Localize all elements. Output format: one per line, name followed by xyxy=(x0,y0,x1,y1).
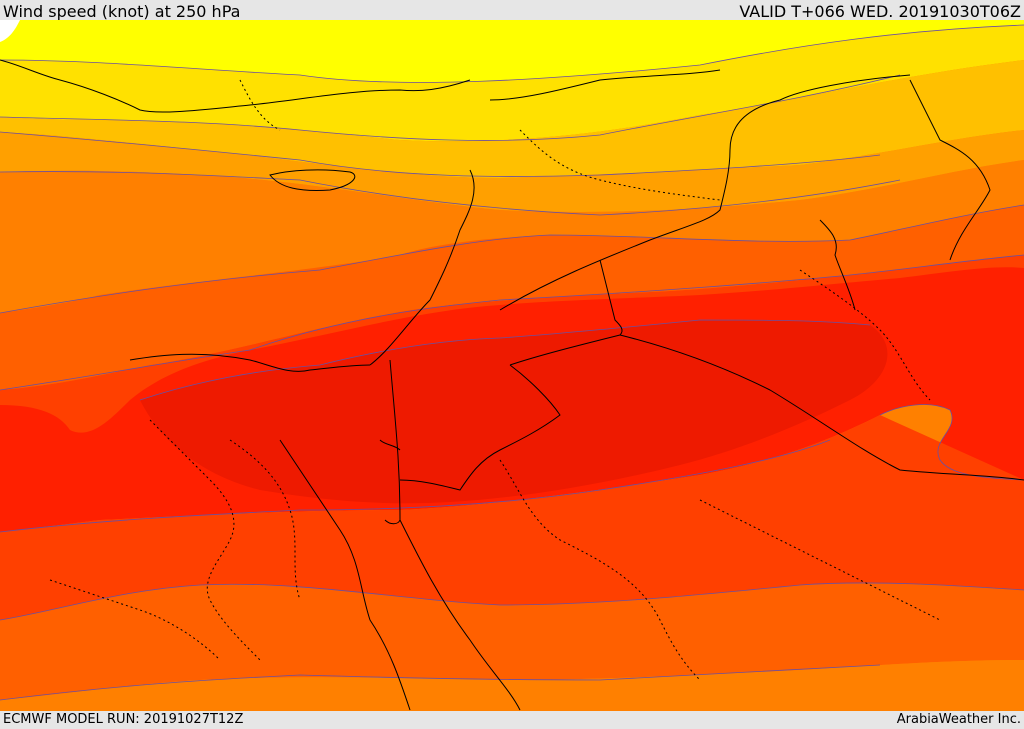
map-title: Wind speed (knot) at 250 hPa xyxy=(3,2,241,21)
wind-speed-map xyxy=(0,20,1024,711)
band-white xyxy=(0,20,20,42)
band-yellow-light xyxy=(0,25,1024,142)
country-borders xyxy=(379,69,1024,491)
header-bar: Wind speed (knot) at 250 hPa VALID T+066… xyxy=(0,0,1024,21)
band-orange-south xyxy=(0,660,1024,711)
isotach-contours xyxy=(0,24,1024,701)
band-yellow xyxy=(0,20,1024,83)
footer-bar: ECMWF MODEL RUN: 20191027T12Z ArabiaWeat… xyxy=(0,711,1024,729)
province-borders xyxy=(49,79,941,681)
band-red-dark xyxy=(140,320,888,504)
band-orange-light xyxy=(0,130,1024,212)
band-amber xyxy=(0,60,1024,178)
map-area[interactable] xyxy=(0,20,1024,711)
valid-time: VALID T+066 WED. 20191030T06Z xyxy=(739,2,1021,21)
model-run-label: ECMWF MODEL RUN: 20191027T12Z xyxy=(3,712,244,727)
band-orange xyxy=(0,160,1024,313)
band-orange-deep xyxy=(0,205,1024,390)
brand-label: ArabiaWeather Inc. xyxy=(896,712,1021,727)
coastlines xyxy=(0,59,991,711)
band-red-orange-south xyxy=(0,415,1024,620)
